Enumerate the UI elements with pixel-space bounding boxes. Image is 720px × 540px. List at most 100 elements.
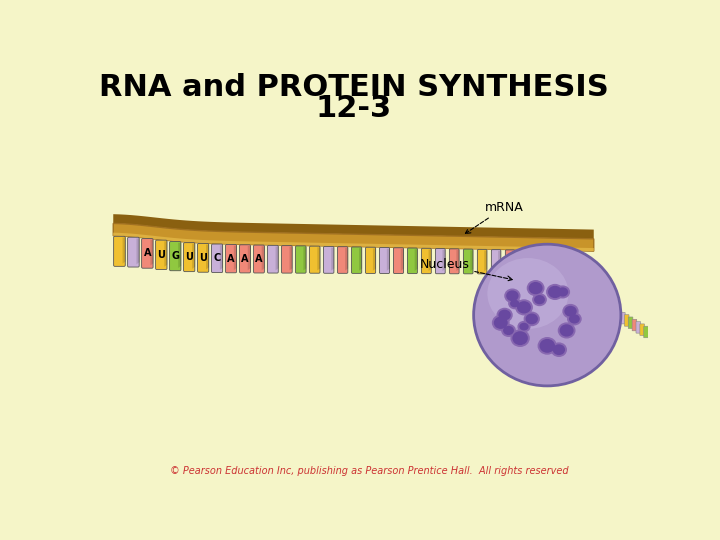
Ellipse shape [558, 322, 575, 339]
Polygon shape [150, 240, 153, 266]
Ellipse shape [527, 280, 544, 296]
FancyBboxPatch shape [351, 247, 361, 273]
Polygon shape [289, 247, 292, 271]
FancyBboxPatch shape [629, 317, 633, 328]
FancyBboxPatch shape [323, 246, 334, 273]
FancyBboxPatch shape [366, 247, 376, 273]
Ellipse shape [567, 312, 582, 326]
Ellipse shape [538, 337, 557, 355]
Ellipse shape [569, 314, 580, 323]
FancyBboxPatch shape [613, 308, 617, 319]
FancyBboxPatch shape [449, 249, 459, 274]
Text: U: U [199, 253, 207, 263]
Polygon shape [122, 238, 126, 264]
Ellipse shape [546, 284, 564, 300]
Ellipse shape [508, 298, 521, 309]
FancyBboxPatch shape [268, 245, 278, 273]
Ellipse shape [532, 293, 547, 306]
Polygon shape [137, 238, 140, 265]
FancyBboxPatch shape [156, 240, 167, 269]
FancyBboxPatch shape [114, 237, 125, 266]
FancyBboxPatch shape [240, 245, 251, 273]
Polygon shape [428, 249, 432, 271]
Polygon shape [318, 247, 320, 271]
FancyBboxPatch shape [170, 241, 181, 271]
Polygon shape [470, 250, 473, 271]
FancyBboxPatch shape [616, 310, 621, 322]
FancyBboxPatch shape [338, 247, 348, 273]
Polygon shape [113, 224, 594, 251]
Text: 12-3: 12-3 [315, 94, 392, 123]
FancyBboxPatch shape [393, 248, 403, 274]
Text: U: U [158, 250, 165, 260]
Ellipse shape [551, 342, 567, 357]
Ellipse shape [494, 316, 508, 329]
FancyBboxPatch shape [621, 312, 625, 324]
FancyBboxPatch shape [408, 248, 418, 274]
Polygon shape [345, 248, 348, 271]
Polygon shape [512, 251, 515, 271]
Ellipse shape [557, 287, 568, 296]
Polygon shape [261, 246, 265, 271]
FancyBboxPatch shape [609, 306, 613, 317]
Ellipse shape [518, 321, 531, 333]
Polygon shape [373, 248, 376, 271]
Ellipse shape [474, 244, 621, 386]
FancyBboxPatch shape [212, 244, 222, 273]
Polygon shape [485, 251, 487, 271]
FancyBboxPatch shape [464, 249, 473, 274]
Text: Nucleus: Nucleus [419, 259, 513, 281]
Polygon shape [276, 246, 279, 271]
Ellipse shape [501, 324, 516, 337]
Text: A: A [228, 254, 235, 264]
FancyBboxPatch shape [142, 239, 153, 268]
Ellipse shape [515, 299, 533, 315]
Polygon shape [206, 245, 209, 269]
FancyBboxPatch shape [491, 249, 501, 274]
Ellipse shape [492, 315, 510, 331]
Ellipse shape [564, 306, 577, 316]
Polygon shape [113, 214, 594, 239]
Ellipse shape [498, 309, 510, 320]
Ellipse shape [559, 325, 574, 336]
Text: A: A [241, 254, 248, 264]
Text: mRNA: mRNA [465, 201, 524, 233]
FancyBboxPatch shape [379, 247, 390, 273]
Polygon shape [456, 250, 459, 271]
FancyBboxPatch shape [624, 315, 629, 326]
Ellipse shape [562, 304, 579, 319]
FancyBboxPatch shape [640, 324, 644, 335]
Polygon shape [401, 249, 404, 271]
Polygon shape [164, 241, 167, 267]
FancyBboxPatch shape [519, 250, 528, 274]
Ellipse shape [555, 286, 570, 299]
FancyBboxPatch shape [127, 237, 139, 267]
Polygon shape [331, 247, 334, 271]
Text: © Pearson Education Inc, publishing as Pearson Prentice Hall.  All rights reserv: © Pearson Education Inc, publishing as P… [170, 466, 568, 476]
Ellipse shape [510, 329, 530, 347]
FancyBboxPatch shape [253, 245, 264, 273]
FancyBboxPatch shape [436, 248, 445, 274]
Ellipse shape [503, 326, 514, 335]
Polygon shape [498, 251, 501, 271]
Polygon shape [359, 248, 362, 271]
FancyBboxPatch shape [632, 319, 636, 331]
Ellipse shape [506, 291, 518, 301]
Polygon shape [303, 247, 307, 271]
FancyBboxPatch shape [310, 246, 320, 273]
Polygon shape [192, 244, 195, 269]
Ellipse shape [519, 323, 528, 330]
Polygon shape [248, 246, 251, 270]
Ellipse shape [539, 339, 555, 353]
Ellipse shape [517, 301, 531, 314]
FancyBboxPatch shape [184, 242, 195, 272]
Polygon shape [415, 249, 418, 271]
FancyBboxPatch shape [636, 322, 641, 333]
FancyBboxPatch shape [421, 248, 431, 274]
FancyBboxPatch shape [295, 246, 306, 273]
Ellipse shape [497, 308, 513, 322]
Text: A: A [255, 254, 263, 264]
Polygon shape [178, 242, 181, 268]
Polygon shape [387, 248, 390, 271]
Polygon shape [234, 246, 237, 270]
